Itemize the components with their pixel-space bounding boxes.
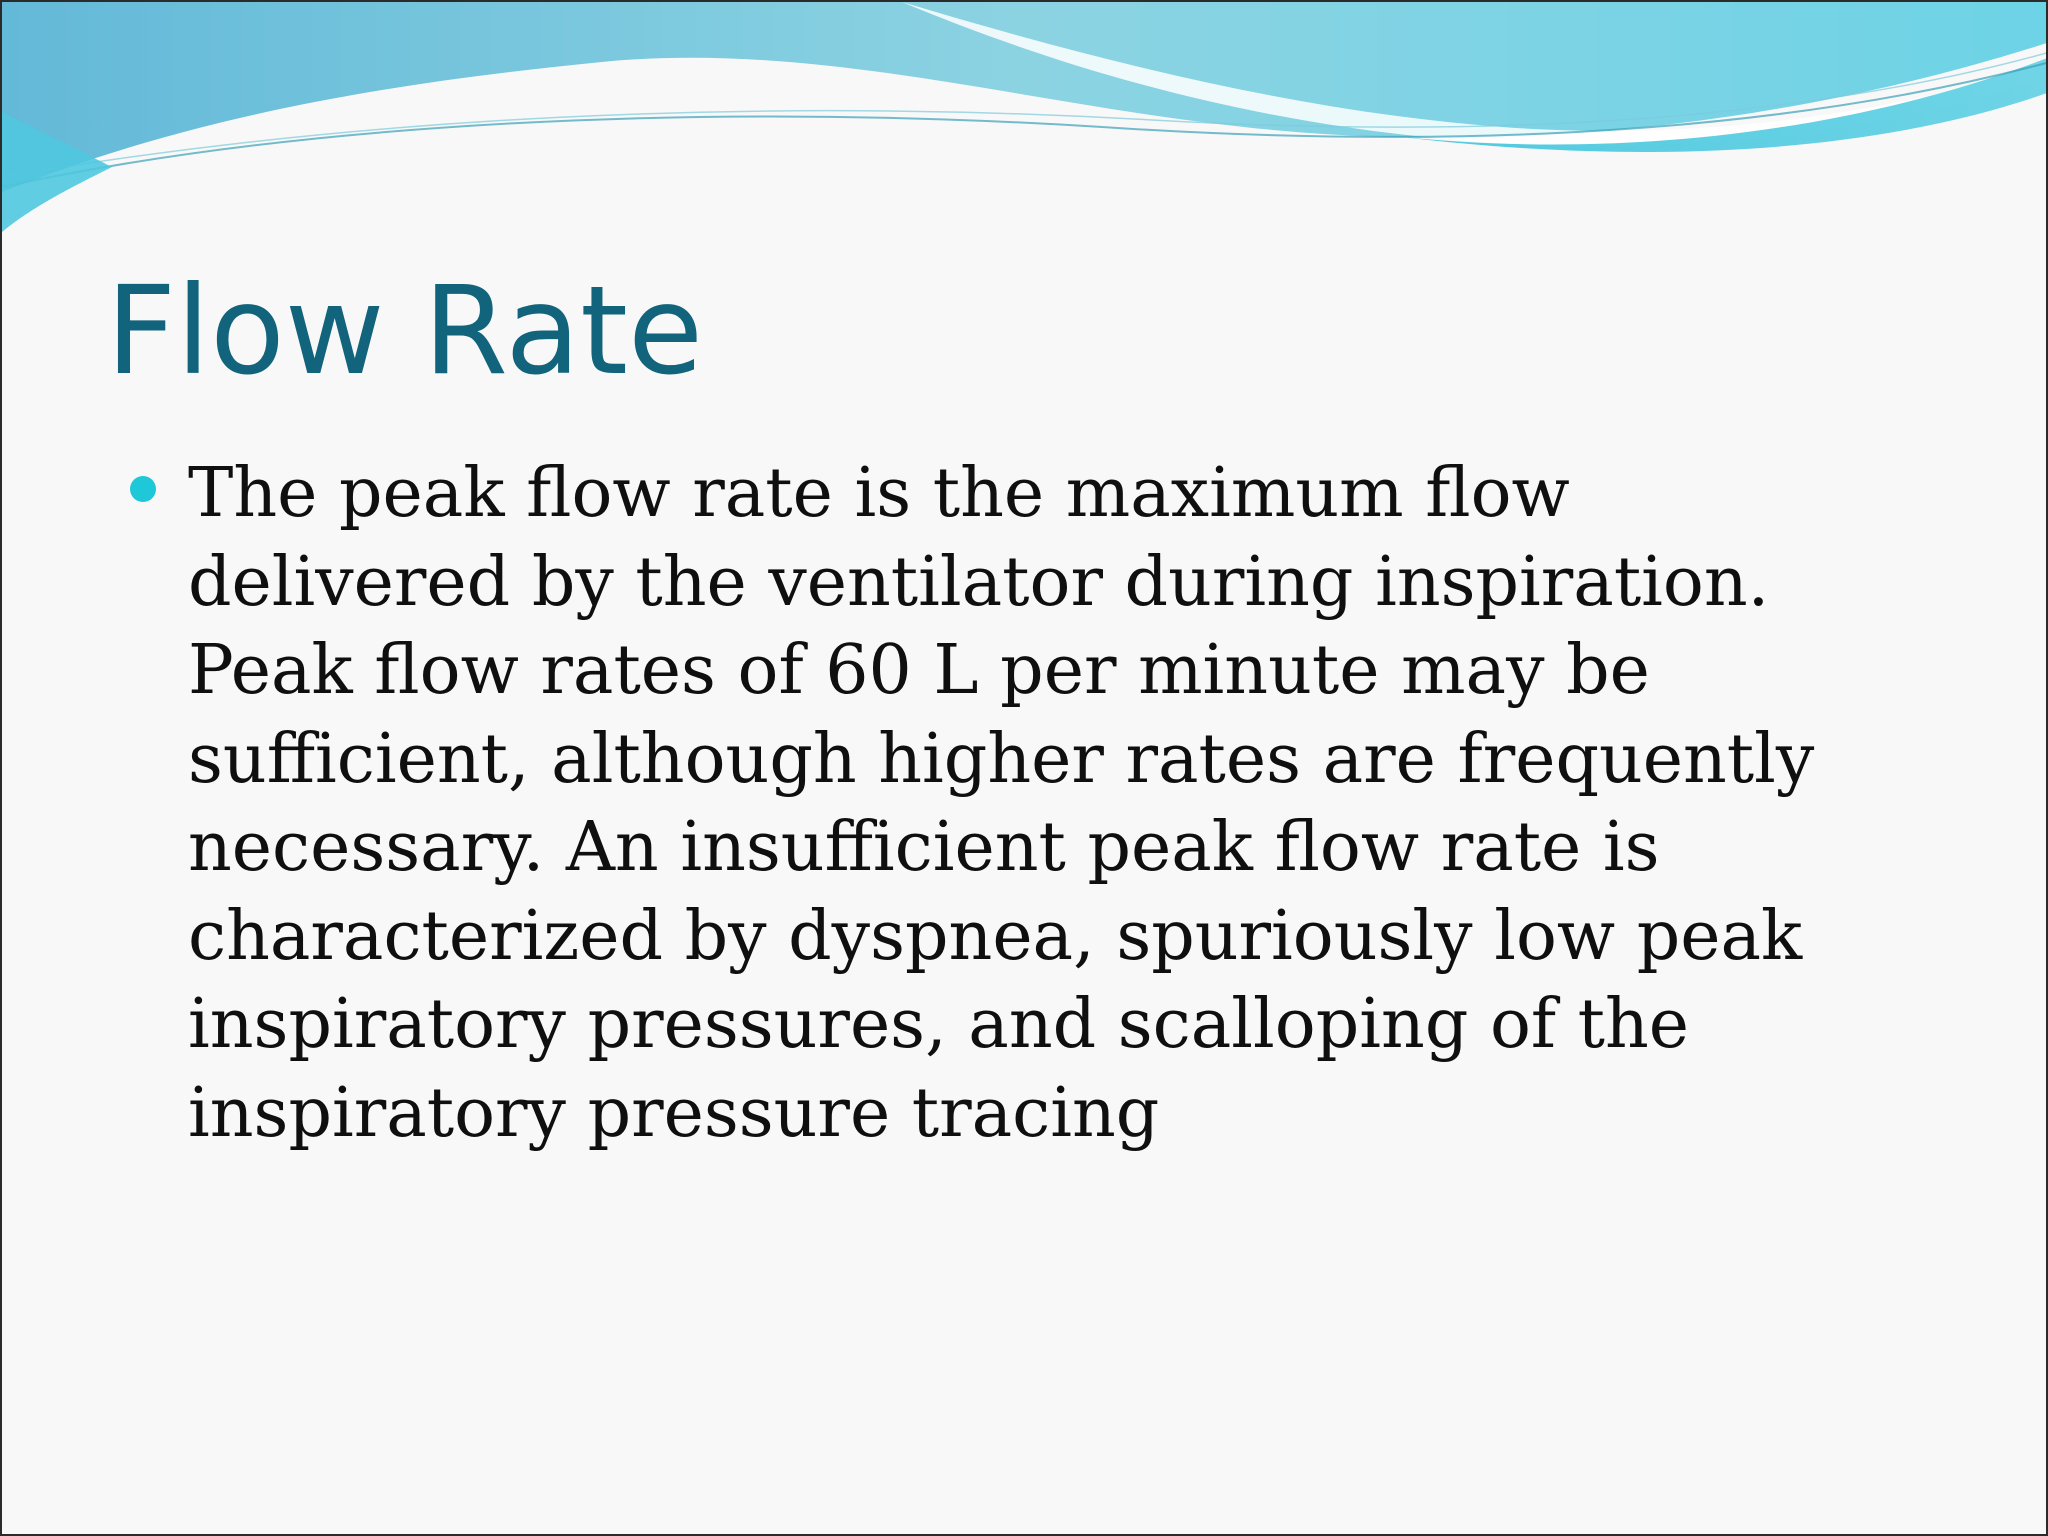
header-wave-decoration: [2, 2, 2046, 232]
bullet-item: The peak flow rate is the maximum flow d…: [126, 450, 1886, 1158]
bullet-dot-icon: [130, 476, 156, 502]
bullet-text: The peak flow rate is the maximum flow d…: [188, 454, 1815, 1153]
bullet-list: The peak flow rate is the maximum flow d…: [126, 450, 1886, 1158]
slide-title: Flow Rate: [106, 260, 704, 402]
